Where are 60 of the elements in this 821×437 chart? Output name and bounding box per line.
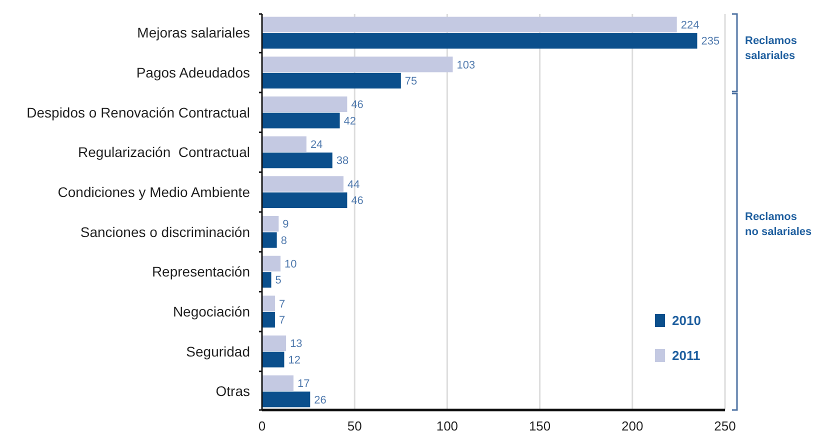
bar — [262, 352, 284, 368]
data-label: 9 — [282, 218, 289, 231]
bar — [262, 192, 348, 208]
legend-label: 2011 — [672, 348, 700, 364]
bar — [262, 96, 348, 112]
bar — [262, 16, 677, 32]
bar — [262, 336, 286, 352]
bar — [262, 152, 332, 168]
data-label: 235 — [701, 36, 720, 48]
data-label: 5 — [275, 274, 282, 287]
bar — [262, 232, 277, 248]
data-label: 26 — [314, 394, 326, 406]
bar — [262, 272, 272, 288]
data-label: 13 — [290, 338, 302, 350]
y-tick-label: Negociación — [172, 304, 250, 320]
data-label: 8 — [280, 234, 287, 247]
data-label: 46 — [351, 195, 364, 208]
y-tick-label: Condiciones y Medio Ambiente — [58, 184, 250, 200]
data-label: 17 — [297, 378, 310, 390]
data-label: 44 — [347, 178, 360, 191]
bar — [262, 392, 310, 408]
y-tick-label: Mejoras salariales — [137, 24, 250, 41]
bar — [262, 56, 453, 72]
text: Reclamos no salariales — [745, 210, 812, 238]
data-label: 10 — [284, 258, 297, 270]
x-tick-label: 50 — [347, 418, 362, 434]
bar — [262, 72, 401, 88]
bar — [262, 112, 340, 128]
bar — [262, 216, 279, 232]
bar — [262, 375, 294, 391]
x-tick-label: 0 — [258, 418, 266, 434]
data-label: 24 — [310, 138, 323, 151]
legend-label: 2010 — [672, 313, 701, 328]
x-tick-label: 200 — [622, 418, 644, 434]
bar — [262, 136, 306, 152]
text: Reclamos salariales — [745, 35, 797, 62]
data-label: 7 — [278, 298, 286, 310]
y-tick-label: Representación — [152, 264, 250, 280]
bar — [262, 312, 275, 328]
x-tick-label: 100 — [436, 418, 458, 434]
data-label: 224 — [680, 19, 700, 32]
y-tick-label: Sanciones o discriminación — [80, 224, 250, 240]
bar — [262, 176, 344, 192]
y-tick-label: Seguridad — [186, 343, 250, 360]
data-label: 103 — [456, 59, 476, 72]
data-label: 12 — [288, 354, 300, 366]
data-label: 42 — [344, 115, 356, 128]
data-label: 38 — [336, 155, 349, 168]
x-tick-label: 150 — [528, 418, 551, 434]
bar — [262, 33, 698, 49]
data-label: 75 — [404, 76, 418, 88]
bar — [262, 256, 281, 272]
bar — [262, 296, 275, 312]
data-label: 7 — [278, 314, 286, 327]
data-label: 46 — [351, 99, 364, 112]
x-tick-label: 250 — [714, 418, 736, 434]
y-tick-label: Despidos o Renovación Contractual — [26, 104, 250, 120]
y-tick-label: Regularización Contractual — [78, 144, 250, 160]
y-tick-label: Pagos Adeudados — [136, 64, 250, 80]
y-tick-label: Otras — [216, 383, 250, 400]
